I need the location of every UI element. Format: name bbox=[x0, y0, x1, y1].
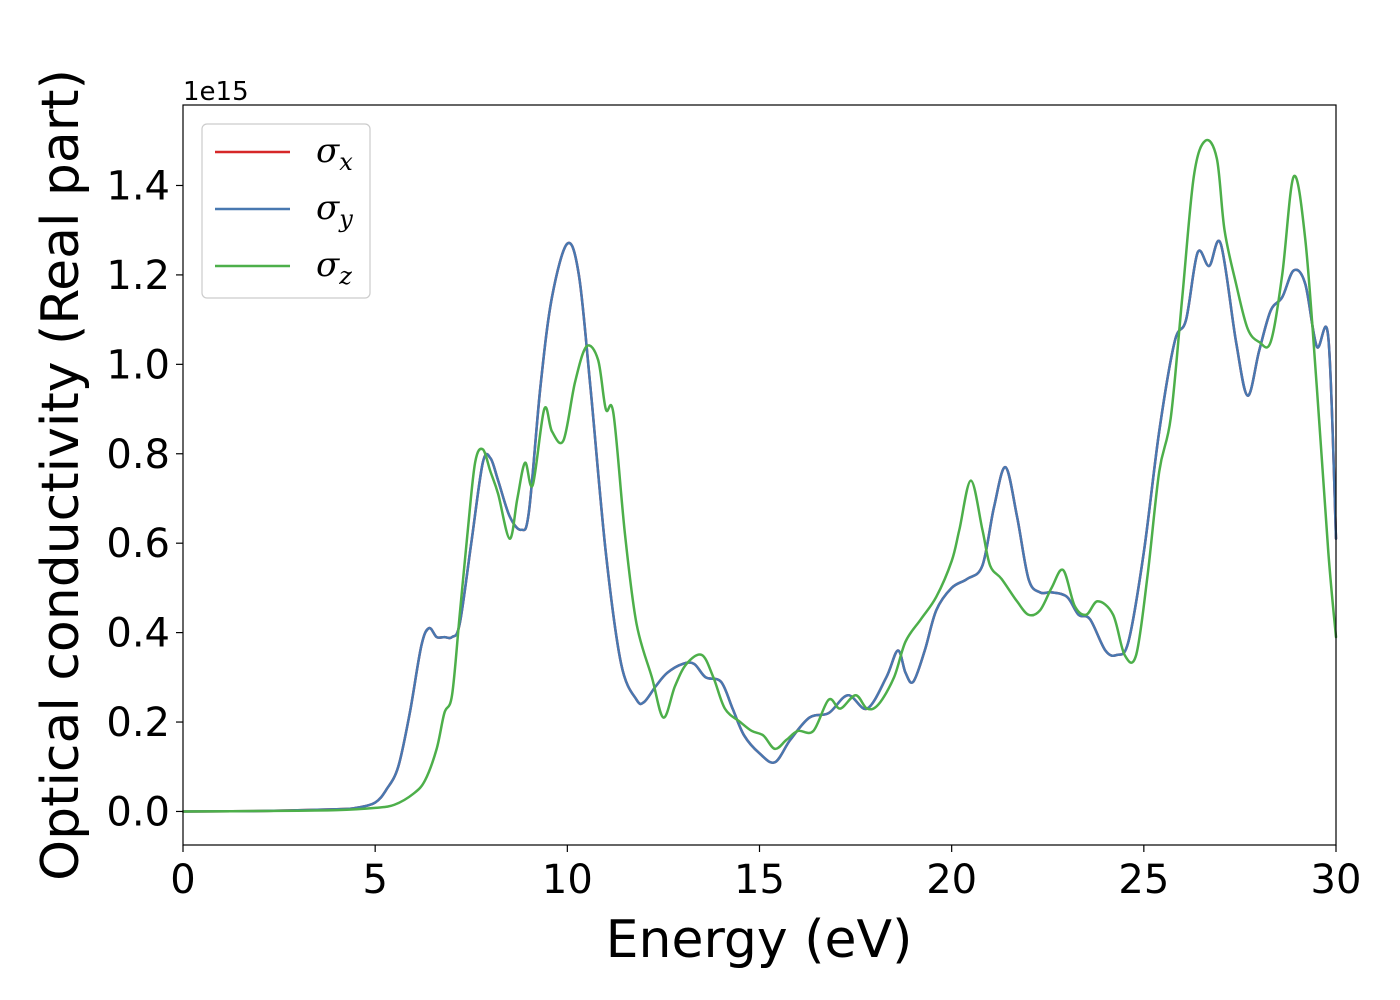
x-tick-label: 0 bbox=[170, 857, 195, 903]
y-axis-label: Optical conductivity (Real part) bbox=[31, 69, 91, 881]
y-tick-label: 1.2 bbox=[106, 253, 170, 299]
series-line-z bbox=[181, 138, 1338, 813]
y-tick-label: 1.4 bbox=[106, 163, 170, 209]
x-tick-label: 20 bbox=[926, 857, 977, 903]
legend-frame bbox=[201, 123, 371, 299]
x-tick-label: 25 bbox=[1118, 857, 1169, 903]
y-axis-ticks: 0.0 0.2 0.4 0.6 0.8 1.0 1.2 1.4 bbox=[106, 163, 183, 835]
series-layer bbox=[181, 138, 1338, 813]
x-axis-label: Energy (eV) bbox=[606, 910, 913, 970]
series-line-y bbox=[181, 239, 1338, 813]
y-tick-label: 0.8 bbox=[106, 432, 170, 478]
y-tick-label: 0.2 bbox=[106, 700, 170, 746]
x-tick-label: 10 bbox=[542, 857, 593, 903]
x-tick-label: 15 bbox=[734, 857, 785, 903]
y-offset-label: 1e15 bbox=[183, 77, 249, 107]
x-tick-label: 5 bbox=[362, 857, 387, 903]
y-tick-label: 0.6 bbox=[106, 521, 170, 567]
y-tick-label: 0.4 bbox=[106, 611, 170, 657]
y-tick-label: 1.0 bbox=[106, 342, 170, 388]
x-axis-ticks: 0 5 10 15 20 25 30 bbox=[170, 845, 1361, 903]
y-tick-label: 0.0 bbox=[106, 789, 170, 835]
x-tick-label: 30 bbox=[1311, 857, 1362, 903]
